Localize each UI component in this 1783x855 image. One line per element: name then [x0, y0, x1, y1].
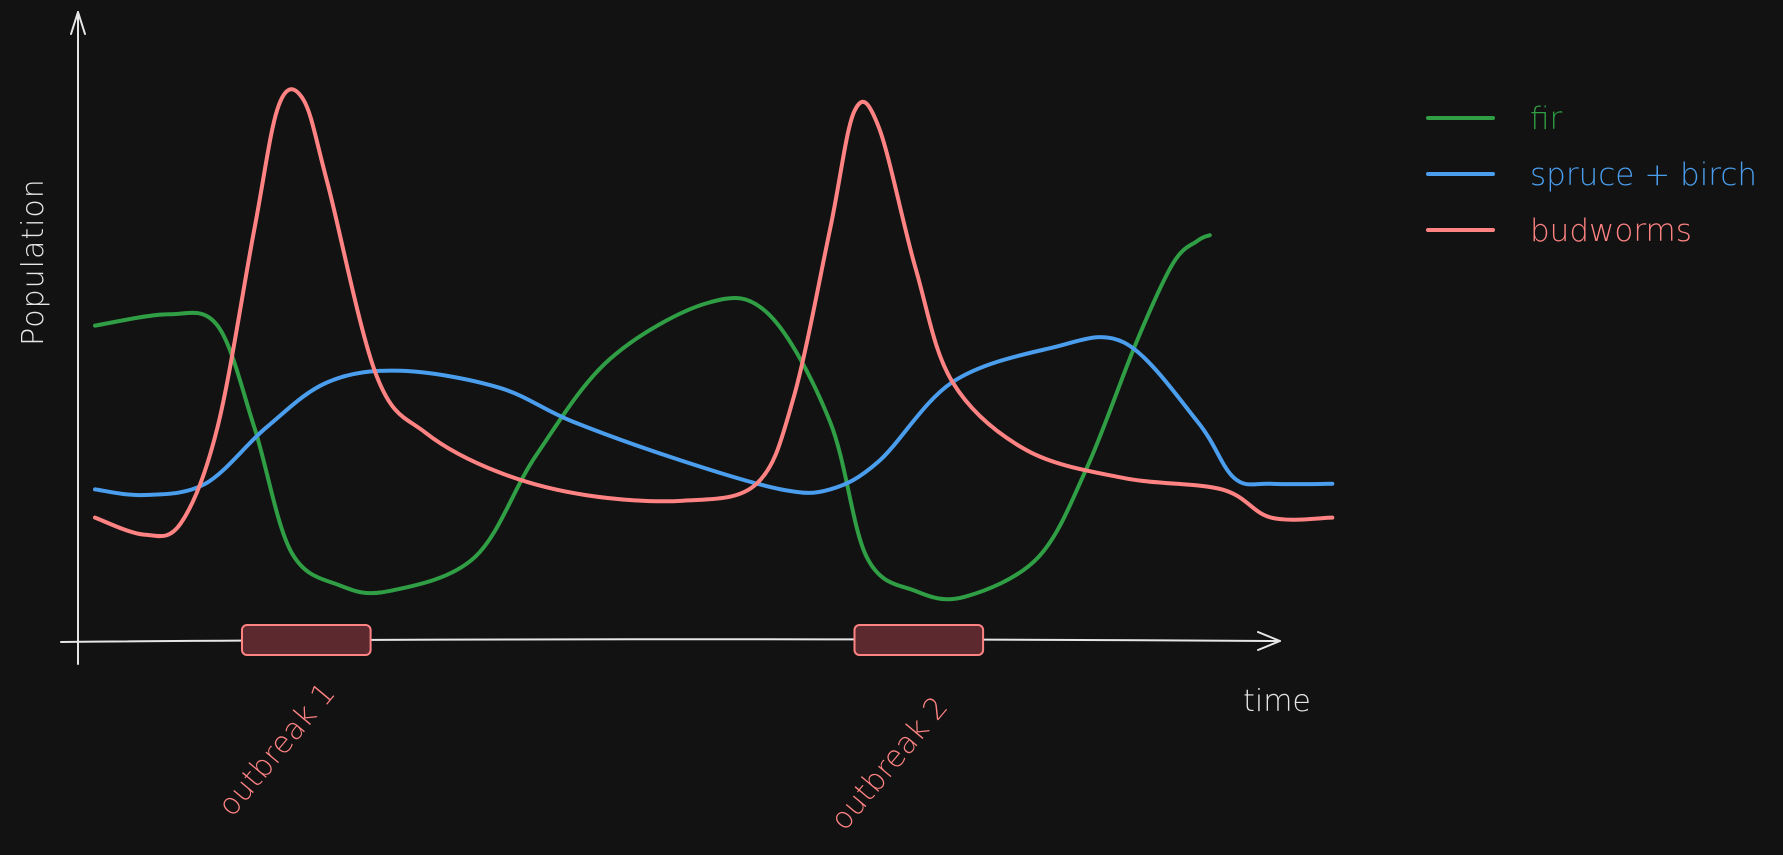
outbreak-annotations: outbreak 1 outbreak 2 [211, 624, 985, 837]
outbreak-2-label: outbreak 2 [824, 690, 955, 837]
series-lines [93, 87, 1335, 602]
x-axis-label: time [1243, 684, 1311, 719]
legend-label-budworms: budworms [1530, 213, 1692, 249]
legend-label-spruce-birch: spruce + birch [1530, 157, 1757, 193]
x-axis-line [60, 638, 1281, 643]
outbreak-2-band [853, 624, 985, 656]
outbreak-1-label: outbreak 1 [211, 676, 342, 823]
legend-label-fir: fir [1530, 101, 1563, 137]
x-axis-arrowhead [1257, 631, 1281, 651]
y-axis-line [76, 11, 79, 665]
axes [60, 11, 1281, 665]
y-axis-arrowhead [70, 11, 86, 35]
series-line-budworms [93, 87, 1335, 539]
series-line-fir [93, 233, 1212, 602]
outbreak-1-band [241, 624, 372, 656]
y-axis-label: Population [16, 178, 51, 346]
legend: fir spruce + birch budworms [1426, 101, 1757, 249]
series-line-spruce-birch [93, 335, 1335, 498]
